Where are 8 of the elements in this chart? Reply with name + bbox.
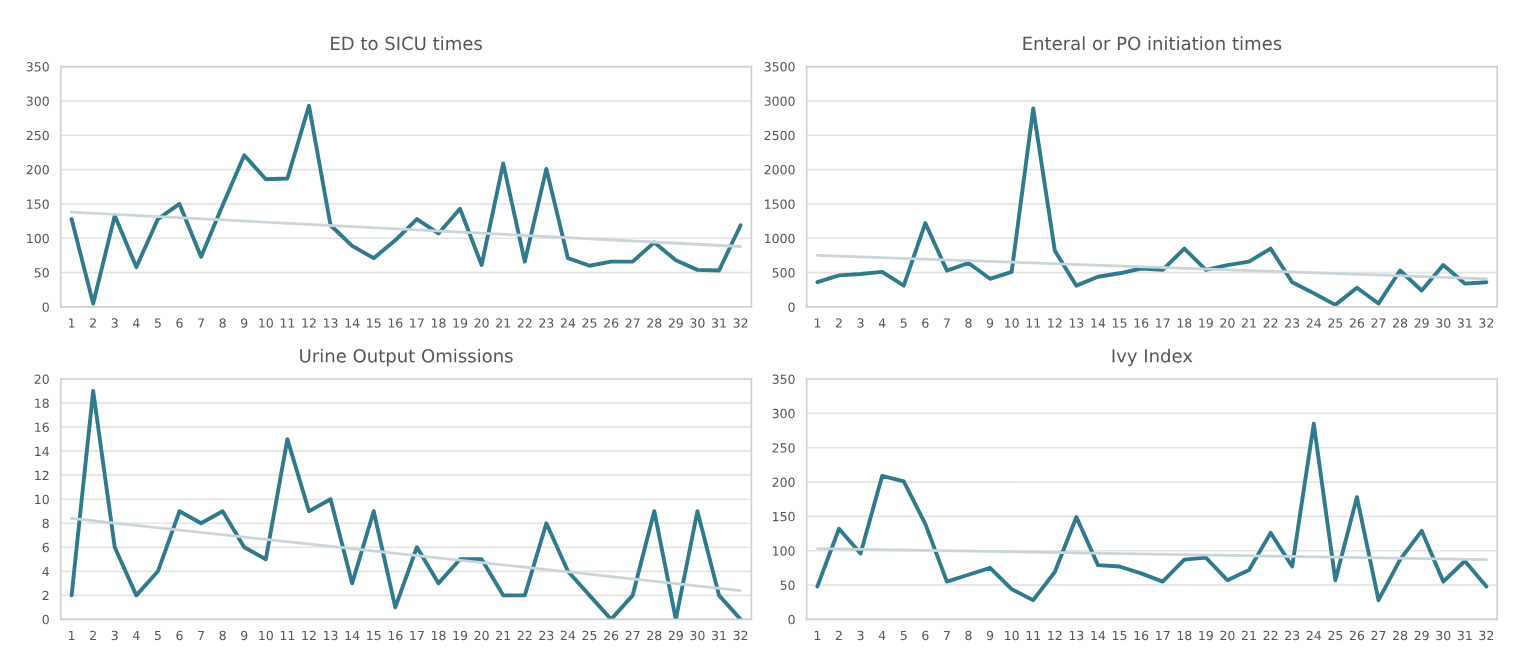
chart-title: Enteral or PO initiation times <box>1023 36 1282 51</box>
chart-title: Ivy Index <box>1112 348 1193 367</box>
line-series <box>69 103 743 306</box>
line-series <box>815 421 1489 603</box>
chart-title: ED to SICU times <box>331 36 482 51</box>
line-series <box>815 106 1489 307</box>
chart-title: Urine Output Omissions <box>300 348 513 367</box>
line-series <box>69 389 743 620</box>
